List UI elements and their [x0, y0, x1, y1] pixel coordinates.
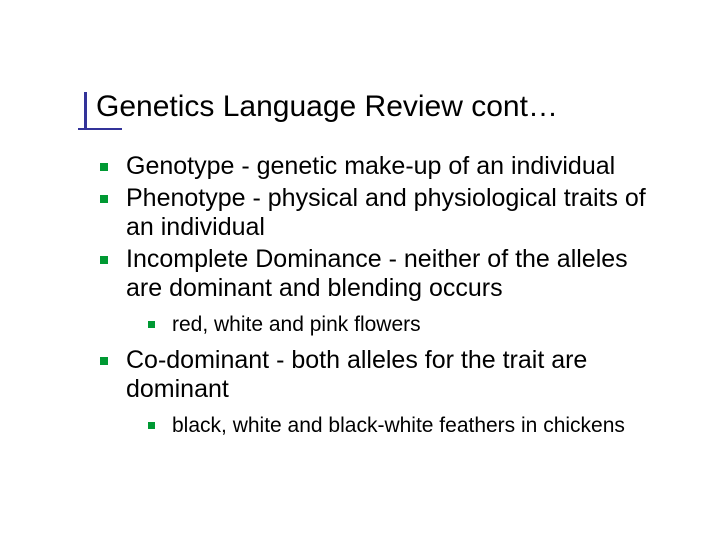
title-accent-horizontal — [78, 128, 122, 130]
slide-body: Genotype - genetic make-up of an individ… — [96, 152, 660, 439]
title-container: Genetics Language Review cont… — [96, 90, 660, 124]
list-item: red, white and pink flowers — [144, 312, 660, 338]
bullet-text: Phenotype - physical and physiological t… — [126, 184, 646, 242]
square-bullet-icon — [100, 195, 108, 203]
slide: Genetics Language Review cont… Genotype … — [0, 0, 720, 540]
square-bullet-icon — [100, 163, 108, 171]
slide-title: Genetics Language Review cont… — [96, 90, 660, 124]
bullet-text: Co-dominant - both alleles for the trait… — [126, 346, 587, 404]
list-item: Co-dominant - both alleles for the trait… — [96, 346, 660, 439]
sub-bullet-text: red, white and pink flowers — [172, 313, 421, 336]
sub-bullet-text: black, white and black-white feathers in… — [172, 414, 625, 437]
square-bullet-icon — [100, 357, 108, 365]
list-item: black, white and black-white feathers in… — [144, 413, 660, 439]
list-item: Phenotype - physical and physiological t… — [96, 184, 660, 243]
bullet-text: Incomplete Dominance - neither of the al… — [126, 245, 628, 303]
square-bullet-icon — [148, 422, 155, 429]
sub-bullet-list: red, white and pink flowers — [126, 312, 660, 338]
title-accent-vertical — [84, 92, 87, 128]
sub-bullet-list: black, white and black-white feathers in… — [126, 413, 660, 439]
bullet-list: Genotype - genetic make-up of an individ… — [96, 152, 660, 439]
list-item: Incomplete Dominance - neither of the al… — [96, 245, 660, 338]
square-bullet-icon — [100, 256, 108, 264]
list-item: Genotype - genetic make-up of an individ… — [96, 152, 660, 182]
square-bullet-icon — [148, 321, 155, 328]
bullet-text: Genotype - genetic make-up of an individ… — [126, 152, 615, 180]
